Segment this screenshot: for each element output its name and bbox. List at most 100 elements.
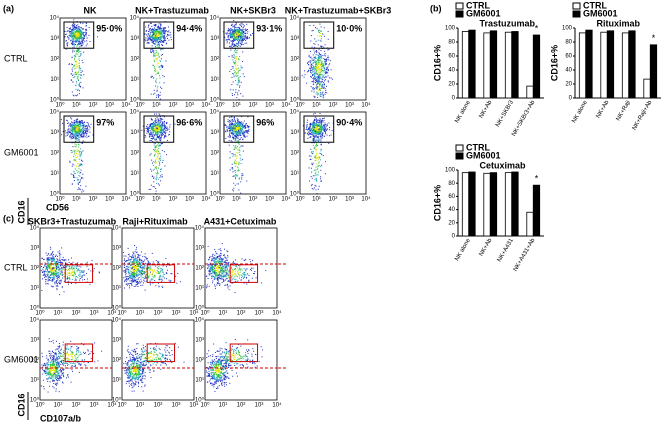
event-dot [85, 28, 87, 30]
event-dot [238, 33, 240, 35]
event-dot [148, 125, 150, 127]
event-dot [237, 119, 239, 121]
event-dot [306, 132, 308, 134]
event-dot [317, 59, 319, 61]
event-dot [314, 125, 316, 127]
event-dot [235, 127, 237, 129]
event-dot [242, 39, 244, 41]
event-dot [53, 254, 55, 256]
event-dot [317, 44, 319, 46]
event-dot [235, 29, 237, 31]
event-dot [70, 135, 72, 137]
row-label: CTRL [4, 262, 28, 272]
event-dot [148, 126, 150, 128]
gate [143, 115, 175, 143]
event-dot [73, 95, 75, 97]
event-dot [225, 124, 227, 126]
gate [223, 115, 255, 143]
event-dot [232, 190, 234, 192]
event-dot [240, 121, 242, 123]
event-dot [157, 93, 159, 95]
event-dot [314, 130, 316, 132]
event-dot [160, 170, 162, 172]
event-dot [70, 134, 72, 136]
x-tick-label: 10¹ [54, 311, 63, 317]
event-dot [79, 22, 81, 24]
event-dot [230, 128, 232, 130]
event-dot [160, 126, 162, 128]
x-tick-label: 10³ [265, 103, 274, 109]
event-dot [75, 26, 77, 28]
event-dot [315, 72, 317, 74]
event-dot [86, 132, 88, 134]
event-dot [71, 41, 73, 43]
event-dot [321, 120, 323, 122]
event-dot [317, 124, 319, 126]
event-dot [83, 190, 85, 192]
event-dot [237, 152, 239, 154]
event-dot [325, 59, 327, 61]
event-dot [316, 127, 318, 129]
event-dot [148, 34, 150, 36]
event-dot [77, 171, 79, 173]
event-dot [76, 29, 78, 31]
event-dot [156, 182, 158, 184]
event-dot [321, 68, 323, 70]
event-dot [318, 55, 320, 57]
event-dot [313, 95, 315, 97]
event-dot [137, 261, 139, 263]
event-dot [154, 92, 156, 94]
event-dot [146, 40, 148, 42]
event-dot [155, 30, 157, 32]
event-dot [314, 187, 316, 189]
event-dot [152, 169, 154, 171]
event-dot [229, 135, 231, 137]
event-dot [57, 264, 59, 266]
event-dot [75, 123, 77, 125]
event-dot [317, 86, 319, 88]
event-dot [241, 30, 243, 32]
event-dot [157, 136, 159, 138]
event-dot [318, 185, 320, 187]
event-dot [231, 84, 233, 86]
event-dot [229, 130, 231, 132]
event-dot [239, 154, 241, 156]
event-dot [318, 68, 320, 70]
event-dot [67, 36, 69, 38]
event-dot [319, 39, 321, 41]
event-dot [155, 126, 157, 128]
event-dot [70, 173, 72, 175]
x-tick-label: 10⁰ [35, 310, 45, 317]
event-dot [315, 133, 317, 135]
event-dot [76, 31, 78, 33]
event-dot [157, 129, 159, 131]
event-dot [313, 58, 315, 60]
event-dot [315, 117, 317, 119]
event-dot [322, 124, 324, 126]
event-dot [317, 132, 319, 134]
event-dot [237, 75, 239, 77]
event-dot [76, 130, 78, 132]
event-dot [154, 131, 156, 133]
event-dot [163, 120, 165, 122]
event-dot [157, 123, 159, 125]
event-dot [151, 29, 153, 31]
event-dot [155, 190, 157, 192]
event-dot [129, 283, 131, 285]
x-tick-label: 10³ [265, 197, 274, 203]
event-dot [315, 119, 317, 121]
event-dot [319, 70, 321, 72]
event-dot [313, 128, 315, 130]
event-dot [320, 148, 322, 150]
event-dot [156, 34, 158, 36]
event-dot [313, 137, 315, 139]
event-dot [331, 78, 333, 80]
event-dot [152, 43, 154, 45]
event-dot [241, 145, 243, 147]
event-dot [317, 168, 319, 170]
event-dot [88, 27, 90, 29]
event-dot [311, 81, 313, 83]
event-dot [71, 24, 73, 26]
event-dot [154, 146, 156, 148]
event-dot [148, 30, 150, 32]
